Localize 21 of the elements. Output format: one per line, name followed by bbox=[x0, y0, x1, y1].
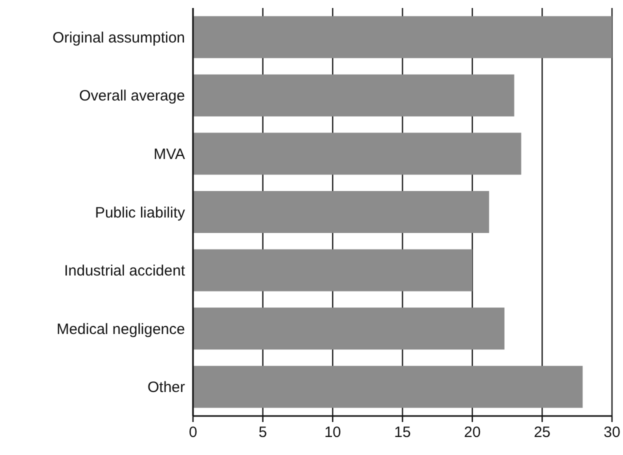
x-tick-label: 15 bbox=[394, 424, 411, 441]
y-tick-label: Original assumption bbox=[52, 29, 185, 46]
bar bbox=[193, 249, 472, 292]
y-tick-label: Public liability bbox=[94, 204, 186, 222]
y-tick-label: Other bbox=[147, 379, 186, 396]
x-tick-label: 10 bbox=[324, 424, 342, 441]
x-tick-label: 0 bbox=[188, 424, 198, 441]
y-tick-label: Medical negligence bbox=[56, 320, 185, 338]
y-tick-label: Overall average bbox=[79, 88, 185, 105]
bar bbox=[193, 191, 490, 233]
y-tick-label: Industrial accident bbox=[64, 262, 186, 280]
y-tick-label: MVA bbox=[154, 146, 185, 163]
bar bbox=[193, 132, 522, 175]
x-tick-label: 30 bbox=[604, 424, 620, 441]
bar bbox=[193, 16, 612, 58]
x-tick-label: 5 bbox=[258, 424, 268, 441]
bar bbox=[193, 74, 514, 116]
bar bbox=[193, 308, 504, 350]
bar bbox=[193, 366, 583, 408]
x-tick-label: 20 bbox=[464, 424, 481, 441]
x-tick-label: 25 bbox=[534, 424, 551, 441]
